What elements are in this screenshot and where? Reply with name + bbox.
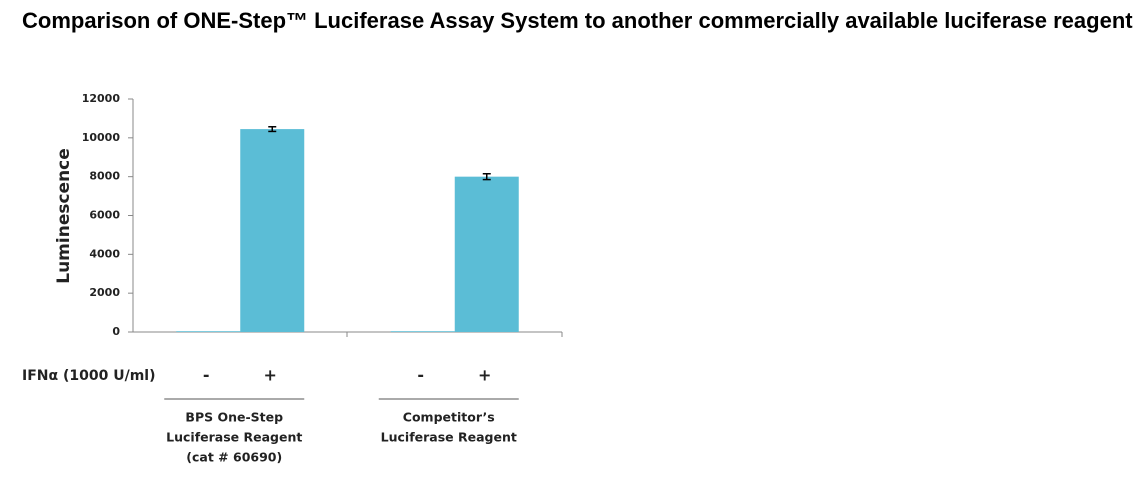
bar bbox=[454, 176, 519, 332]
y-tick-label: 4000 bbox=[89, 247, 120, 260]
y-tick-label: 6000 bbox=[89, 209, 120, 222]
bar bbox=[390, 331, 455, 332]
x-tick-label: + bbox=[478, 366, 491, 385]
group-label: Competitor’s bbox=[403, 410, 495, 425]
x-tick-label: - bbox=[203, 366, 210, 385]
group-label: (cat # 60690) bbox=[186, 450, 282, 465]
x-tick-label: - bbox=[417, 366, 424, 385]
x-tick-label: + bbox=[264, 366, 277, 385]
y-tick-label: 8000 bbox=[89, 170, 120, 183]
y-axis-label: Luminescence bbox=[54, 148, 74, 284]
group-label: BPS One-Step bbox=[185, 410, 283, 425]
group-label: Luciferase Reagent bbox=[166, 430, 302, 445]
y-tick-label: 0 bbox=[112, 325, 120, 338]
row-label: IFNα (1000 U/ml) bbox=[22, 368, 156, 384]
y-tick-label: 12000 bbox=[82, 92, 121, 105]
bar bbox=[176, 331, 241, 332]
chart-title: Comparison of ONE-Step™ Luciferase Assay… bbox=[22, 8, 1133, 33]
bar bbox=[240, 129, 305, 332]
group-label: Luciferase Reagent bbox=[381, 430, 517, 445]
y-tick-label: 2000 bbox=[89, 286, 120, 299]
y-tick-label: 10000 bbox=[82, 131, 121, 144]
